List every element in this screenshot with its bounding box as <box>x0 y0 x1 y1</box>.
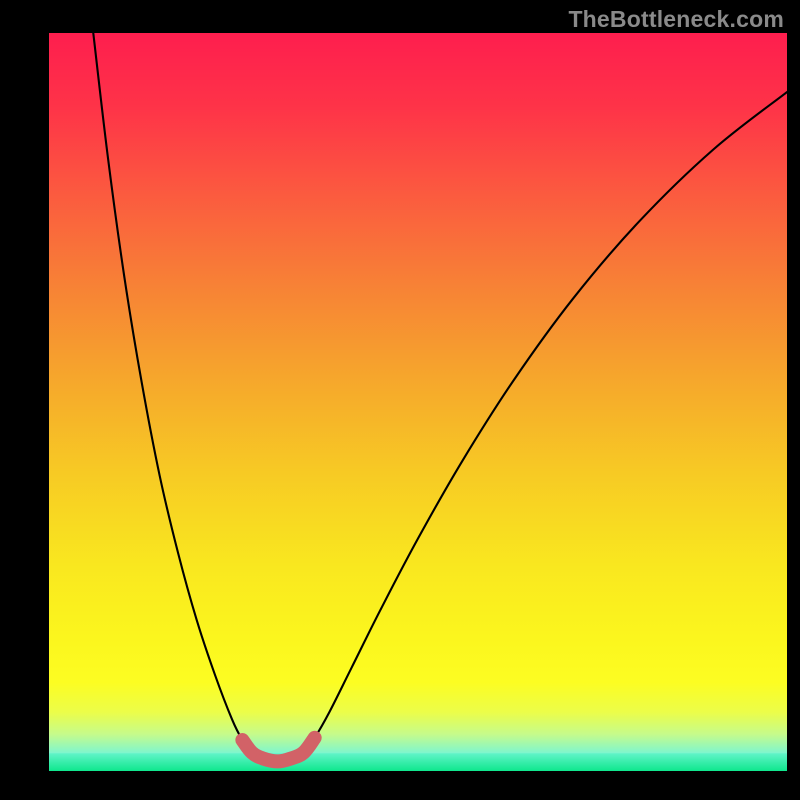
curve-marker-dot <box>298 747 308 757</box>
curve-marker-dot <box>310 733 320 743</box>
plot-area <box>49 33 787 771</box>
curve-marker-dot <box>273 756 283 766</box>
curve-marker-dot <box>247 747 257 757</box>
chart-svg <box>49 33 787 771</box>
curve-marker-dot <box>258 753 268 763</box>
watermark-text: TheBottleneck.com <box>568 6 784 33</box>
green-band <box>49 753 787 771</box>
chart-outer: TheBottleneck.com <box>0 0 800 800</box>
gradient-background <box>49 33 787 771</box>
curve-marker-dot <box>237 735 247 745</box>
curve-marker-dot <box>286 753 296 763</box>
